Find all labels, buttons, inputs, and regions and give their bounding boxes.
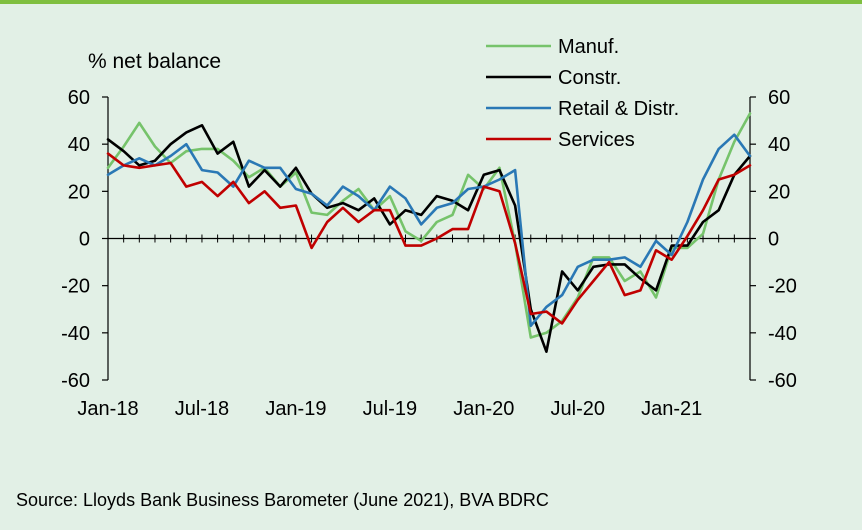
y2-tick-label: 20 (768, 181, 790, 203)
legend-label: Constr. (558, 67, 621, 89)
y-tick-label: 0 (79, 229, 90, 251)
series-line-services (106, 152, 752, 325)
y-axis-title: % net balance (88, 50, 221, 73)
x-tick-label: Jan-20 (453, 398, 514, 420)
y2-tick-label: -40 (768, 323, 797, 345)
legend-label: Manuf. (558, 36, 619, 58)
line-chart: 60 40 20 0 -20 -40 -60 60 40 20 0 -20 -40 -60 Jan-18 Ju… (61, 36, 797, 420)
y2-tick-label: 60 (768, 87, 790, 109)
x-tick-label: Jan-19 (265, 398, 326, 420)
y-tick-label: 60 (68, 87, 90, 109)
y-tick-label: 40 (68, 134, 90, 156)
legend-label: Retail & Distr. (558, 98, 679, 120)
top-rule (0, 0, 862, 4)
x-tick-label: Jul-20 (551, 398, 605, 420)
y-tick-label: 20 (68, 181, 90, 203)
x-tick-label: Jan-21 (641, 398, 702, 420)
series-line-retail-distr (106, 133, 752, 328)
y-tick-label: -60 (61, 370, 90, 392)
y-tick-label: -20 (61, 276, 90, 298)
x-tick-label: Jul-18 (175, 398, 229, 420)
series-line-manuf (106, 112, 752, 339)
series-lines (106, 112, 752, 354)
source-note: Source: Lloyds Bank Business Barometer (… (16, 490, 549, 510)
x-tick-label: Jan-18 (77, 398, 138, 420)
axes: 60 40 20 0 -20 -40 -60 60 40 20 0 -20 -40 -60 Jan-18 Ju… (61, 87, 797, 420)
x-tick-label: Jul-19 (363, 398, 417, 420)
y-tick-label: -40 (61, 323, 90, 345)
y2-tick-label: 0 (768, 229, 779, 251)
y2-tick-label: -20 (768, 276, 797, 298)
y2-tick-label: 40 (768, 134, 790, 156)
legend-label: Services (558, 129, 635, 151)
y2-tick-label: -60 (768, 370, 797, 392)
legend: Manuf. Constr. Retail & Distr. Services (486, 36, 679, 151)
